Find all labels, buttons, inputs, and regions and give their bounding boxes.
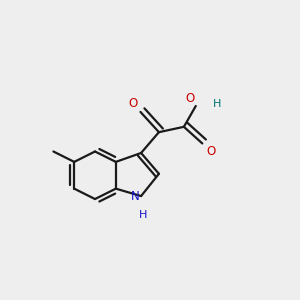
- Text: O: O: [206, 145, 215, 158]
- Text: N: N: [131, 190, 140, 202]
- Text: H: H: [213, 99, 221, 109]
- Text: O: O: [185, 92, 194, 104]
- Text: O: O: [129, 98, 138, 110]
- Text: H: H: [138, 210, 147, 220]
